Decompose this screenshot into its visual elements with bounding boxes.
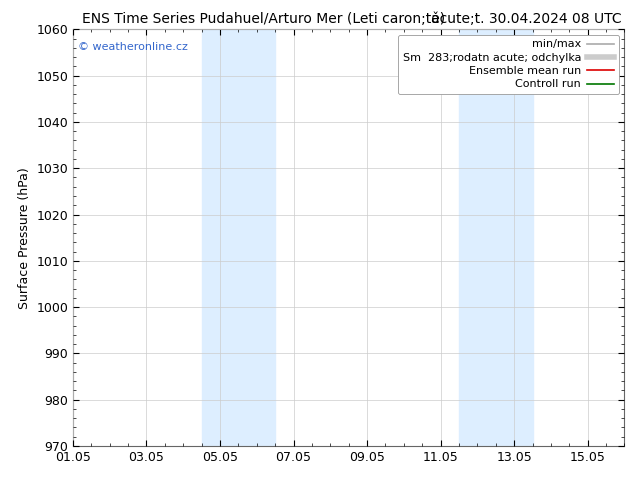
Legend: min/max, Sm  283;rodatn acute; odchylka, Ensemble mean run, Controll run: min/max, Sm 283;rodatn acute; odchylka, … bbox=[398, 35, 619, 94]
Text: © weatheronline.cz: © weatheronline.cz bbox=[79, 42, 188, 52]
Text: acute;t. 30.04.2024 08 UTC: acute;t. 30.04.2024 08 UTC bbox=[430, 12, 621, 26]
Y-axis label: Surface Pressure (hPa): Surface Pressure (hPa) bbox=[18, 167, 30, 309]
Bar bbox=[459, 29, 533, 446]
Bar bbox=[202, 29, 275, 446]
Text: ENS Time Series Pudahuel/Arturo Mer (Leti caron;tě): ENS Time Series Pudahuel/Arturo Mer (Let… bbox=[82, 12, 446, 26]
